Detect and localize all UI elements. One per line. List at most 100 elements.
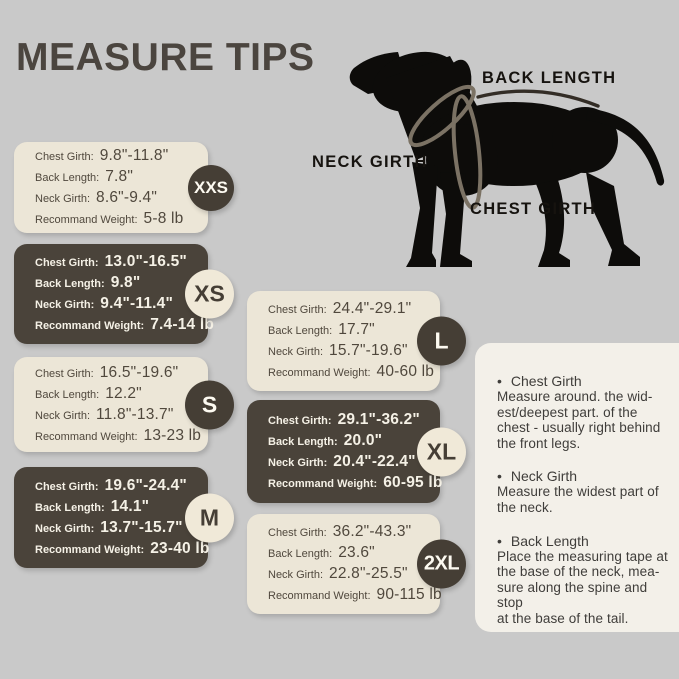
row-label: Recommand Weight: [268,367,371,379]
row-label: Recommand Weight: [268,590,371,602]
tip-title: Neck Girth [510,468,578,485]
size-badge: M [185,493,234,542]
row-value: 20.4"-22.4" [333,452,416,470]
page-title: MEASURE TIPS [16,36,315,79]
bullet-icon: • [497,373,502,389]
size-card-2xl: Chest Girth: 36.2"-43.3" Back Length: 23… [247,514,466,614]
row-label: Neck Girth: [268,346,324,358]
row-label: Recommand Weight: [35,213,138,226]
chest-girth-row: Chest Girth: 16.5"-19.6" [35,363,192,384]
tip-line: the base of the neck, mea- [497,564,660,580]
dog-diagram [338,40,673,275]
row-value: 13.7"-15.7" [100,518,183,536]
back-length-label: BACK LENGTH [482,69,617,87]
chest-girth-row: Chest Girth: 36.2"-43.3" [268,522,424,543]
neck-girth-row: Neck Girth: 20.4"-22.4" [268,452,424,473]
size-badge: L [417,316,466,366]
size-card-s: Chest Girth: 16.5"-19.6" Back Length: 12… [14,357,234,452]
row-value: 19.6"-24.4" [104,476,187,494]
back-length-row: Back Length: 12.2" [35,384,192,405]
row-label: Back Length: [35,501,105,514]
row-value: 7.8" [105,167,134,185]
row-label: Recommand Weight: [268,477,378,490]
neck-girth-tape-ring [408,84,476,148]
tip-line: Measure around. the wid- [497,389,653,404]
neck-girth-row: Neck Girth: 22.8"-25.5" [268,564,424,585]
size-card-l: Chest Girth: 24.4"-29.1" Back Length: 17… [247,291,466,391]
row-label: Back Length: [268,435,338,448]
size-badge: XXS [188,164,234,211]
row-label: Back Length: [268,548,333,560]
tip-title-row: • Neck Girth [497,468,669,484]
back-length-row: Back Length: 7.8" [35,167,192,188]
tip-neck-girth: • Neck Girth Measure the widest part of … [497,468,669,515]
row-label: Recommand Weight: [35,320,145,332]
size-badge: 2XL [417,539,466,589]
row-value: 13.0"-16.5" [104,253,187,270]
tip-line: at the base of the tail. [497,610,629,626]
weight-row: Recommand Weight: 60-95 lb [268,473,442,494]
dog-silhouette-icon [349,51,665,267]
row-value: 13-23 lb [143,426,202,444]
tip-line: est/deepest part. of the [497,404,638,420]
chest-girth-label: CHEST GIRTH [470,200,597,218]
row-label: Neck Girth: [35,409,91,422]
row-value: 8.6"-9.4" [96,188,158,206]
size-badge: XL [417,427,466,476]
row-value: 15.7"-19.6" [329,342,408,359]
row-value: 23.6" [338,544,375,561]
row-label: Back Length: [35,278,105,290]
tip-line: Place the measuring tape at [497,548,668,564]
chest-girth-row: Chest Girth: 19.6"-24.4" [35,476,192,497]
row-label: Chest Girth: [268,527,327,539]
row-value: 7.4-14 lb [150,316,215,333]
back-length-row: Back Length: 14.1" [35,497,192,518]
row-label: Chest Girth: [35,367,94,380]
row-label: Back Length: [35,171,100,184]
weight-row: Recommand Weight: 5-8 lb [35,209,192,230]
chest-girth-row: Chest Girth: 24.4"-29.1" [268,299,424,320]
row-label: Neck Girth: [268,456,328,469]
back-length-row: Back Length: 17.7" [268,320,424,341]
row-value: 40-60 lb [376,363,435,380]
back-length-arc [476,89,600,108]
row-value: 17.7" [338,321,375,338]
size-badge: S [185,380,234,429]
tip-line: Measure the widest part of [497,484,659,500]
tip-back-length: • Back Length Place the measuring tape a… [497,533,669,627]
bullet-icon: • [497,532,502,549]
row-value: 36.2"-43.3" [332,523,412,540]
back-length-row: Back Length: 23.6" [268,543,424,564]
row-label: Neck Girth: [35,192,91,205]
neck-girth-row: Neck Girth: 8.6"-9.4" [35,188,192,209]
bullet-icon: • [497,468,502,485]
neck-girth-row: Neck Girth: 15.7"-19.6" [268,341,424,362]
row-value: 11.8"-13.7" [96,405,174,423]
size-card-xs: Chest Girth: 13.0"-16.5" Back Length: 9.… [14,244,234,344]
row-value: 5-8 lb [143,209,184,227]
neck-girth-row: Neck Girth: 11.8"-13.7" [35,405,192,426]
size-badge: XS [185,269,234,319]
row-value: 22.8"-25.5" [329,565,408,582]
tip-line: sure along the spine and stop [497,579,648,611]
tip-line: the front legs. [497,435,581,451]
chest-girth-row: Chest Girth: 13.0"-16.5" [35,252,192,273]
tip-title: Chest Girth [510,373,582,389]
neck-girth-row: Neck Girth: 9.4"-11.4" [35,294,192,315]
chest-girth-row: Chest Girth: 9.8"-11.8" [35,146,192,167]
tip-title-row: • Chest Girth [497,373,669,389]
size-card-xl: Chest Girth: 29.1"-36.2" Back Length: 20… [247,400,466,503]
row-label: Back Length: [268,325,333,337]
weight-row: Recommand Weight: 13-23 lb [35,426,201,447]
row-value: 29.1"-36.2" [337,410,420,428]
neck-girth-label: NECK GIRTH [312,153,428,171]
tip-title-row: • Back Length [497,533,669,549]
row-value: 12.2" [105,384,142,402]
row-value: 20.0" [343,431,383,449]
chest-girth-row: Chest Girth: 29.1"-36.2" [268,410,424,431]
row-label: Chest Girth: [268,414,332,427]
row-label: Chest Girth: [35,480,99,493]
tip-line: the neck. [497,499,553,515]
row-label: Back Length: [35,388,100,401]
